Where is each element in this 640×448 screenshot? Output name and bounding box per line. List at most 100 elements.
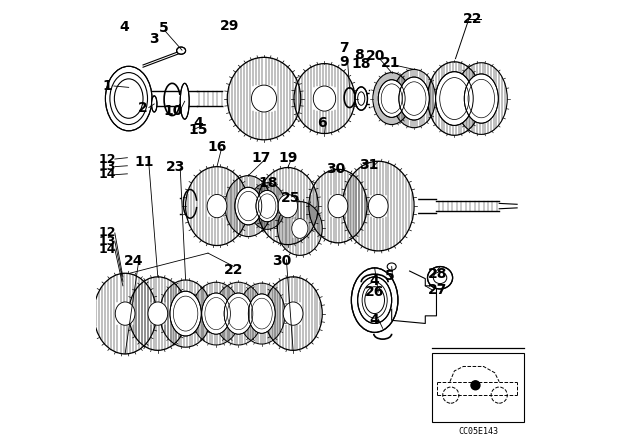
Ellipse shape (387, 263, 396, 270)
Ellipse shape (428, 267, 452, 289)
Ellipse shape (248, 294, 275, 333)
Ellipse shape (207, 194, 227, 218)
Ellipse shape (292, 219, 308, 238)
Ellipse shape (110, 73, 147, 125)
Ellipse shape (358, 277, 392, 323)
Text: 18: 18 (259, 176, 278, 190)
Ellipse shape (314, 86, 336, 111)
Ellipse shape (202, 293, 230, 334)
Ellipse shape (369, 70, 414, 127)
Bar (147, 91, 197, 106)
Text: 1: 1 (102, 79, 112, 93)
Bar (196, 91, 338, 106)
Text: 30: 30 (326, 162, 346, 177)
Bar (436, 201, 499, 211)
Text: 13: 13 (99, 160, 116, 173)
Text: 29: 29 (220, 19, 239, 33)
Text: 9: 9 (339, 55, 349, 69)
Ellipse shape (369, 194, 388, 218)
Text: 24: 24 (124, 254, 144, 268)
Text: 4: 4 (193, 116, 203, 130)
Ellipse shape (221, 173, 275, 239)
Text: 17: 17 (251, 151, 271, 165)
Text: 30: 30 (272, 254, 292, 268)
Text: 5: 5 (159, 21, 169, 35)
Ellipse shape (115, 79, 143, 118)
Ellipse shape (115, 302, 135, 325)
Ellipse shape (378, 80, 405, 117)
Ellipse shape (289, 60, 360, 137)
Text: 22: 22 (224, 263, 244, 277)
Ellipse shape (89, 270, 161, 358)
Ellipse shape (362, 282, 387, 318)
Ellipse shape (314, 86, 336, 111)
Ellipse shape (338, 158, 419, 254)
Ellipse shape (328, 194, 348, 218)
Text: 19: 19 (278, 151, 298, 165)
Ellipse shape (224, 293, 253, 334)
Ellipse shape (260, 273, 327, 354)
Text: 15: 15 (188, 123, 208, 137)
Ellipse shape (156, 277, 215, 350)
Ellipse shape (464, 74, 499, 123)
Ellipse shape (369, 194, 388, 218)
Text: 6: 6 (317, 116, 327, 130)
Ellipse shape (328, 194, 348, 218)
Ellipse shape (223, 54, 305, 143)
Text: 22: 22 (463, 12, 482, 26)
Text: 27: 27 (428, 283, 447, 297)
Text: 14: 14 (99, 242, 116, 256)
Ellipse shape (210, 280, 267, 348)
Bar (333, 198, 387, 214)
Ellipse shape (424, 59, 485, 138)
Ellipse shape (253, 164, 323, 248)
Text: 12: 12 (99, 226, 116, 240)
Ellipse shape (207, 194, 227, 218)
Text: 18: 18 (351, 56, 371, 71)
Text: 16: 16 (207, 140, 227, 154)
Text: 8: 8 (355, 47, 364, 62)
Ellipse shape (304, 166, 371, 246)
Bar (432, 353, 524, 422)
Text: 4: 4 (370, 274, 380, 289)
Ellipse shape (115, 302, 135, 325)
Ellipse shape (355, 87, 367, 110)
Text: 5: 5 (385, 268, 394, 283)
Text: 3: 3 (149, 32, 159, 47)
Ellipse shape (389, 67, 439, 130)
Ellipse shape (292, 219, 308, 238)
Ellipse shape (252, 85, 276, 112)
Ellipse shape (278, 194, 298, 218)
Ellipse shape (235, 280, 289, 347)
Ellipse shape (180, 83, 189, 119)
Text: CC05E143: CC05E143 (458, 427, 498, 436)
Bar (387, 199, 436, 213)
Ellipse shape (252, 85, 276, 112)
Text: 20: 20 (366, 49, 386, 63)
Ellipse shape (188, 280, 244, 348)
Bar (180, 198, 248, 214)
Text: 2: 2 (138, 100, 148, 115)
Circle shape (471, 381, 480, 390)
Text: 4: 4 (119, 20, 129, 34)
Text: 11: 11 (134, 155, 154, 169)
Text: 31: 31 (358, 158, 378, 172)
Bar (338, 93, 369, 104)
Ellipse shape (148, 302, 168, 325)
Ellipse shape (170, 291, 201, 336)
Text: 14: 14 (99, 168, 116, 181)
Ellipse shape (436, 72, 473, 125)
Text: 21: 21 (381, 56, 401, 70)
Text: 26: 26 (365, 285, 385, 299)
Ellipse shape (124, 273, 191, 354)
Ellipse shape (362, 282, 387, 318)
Bar (369, 90, 387, 107)
Ellipse shape (273, 198, 327, 259)
Ellipse shape (181, 163, 253, 249)
Ellipse shape (365, 287, 385, 314)
Ellipse shape (284, 302, 303, 325)
Text: 10: 10 (163, 104, 183, 118)
Text: 4: 4 (370, 313, 380, 327)
Ellipse shape (152, 96, 157, 112)
Text: 23: 23 (166, 159, 186, 174)
